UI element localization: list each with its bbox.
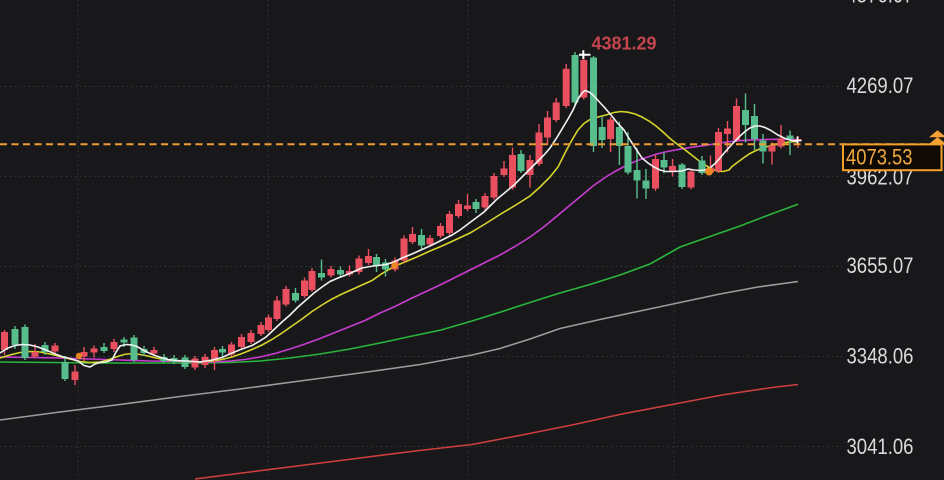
svg-text:4073.53: 4073.53 xyxy=(846,145,913,170)
svg-text:3348.06: 3348.06 xyxy=(847,344,914,369)
svg-text:3655.07: 3655.07 xyxy=(847,253,914,278)
svg-text:4381.29: 4381.29 xyxy=(592,33,657,54)
svg-text:4576.07: 4576.07 xyxy=(847,0,914,8)
svg-text:3041.06: 3041.06 xyxy=(847,434,914,459)
svg-text:4269.07: 4269.07 xyxy=(847,73,914,98)
